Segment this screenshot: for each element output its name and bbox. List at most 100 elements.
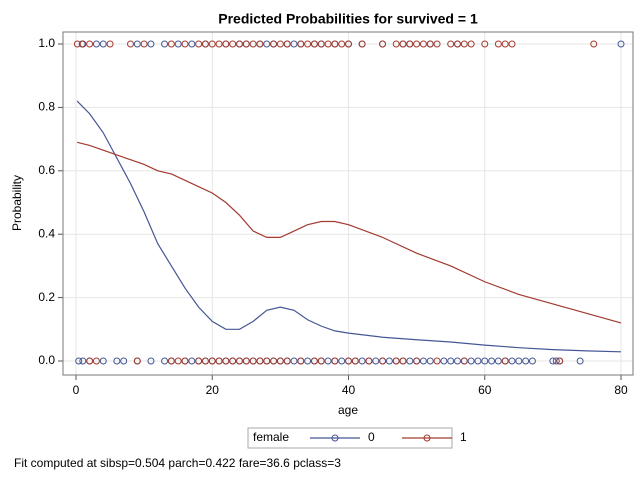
observed-point (399, 357, 407, 365)
x-tick-label: 40 (342, 383, 356, 397)
legend-marker (423, 434, 431, 442)
observed-point (345, 357, 352, 365)
observed-point (290, 357, 298, 365)
y-tick-label: 0.0 (38, 353, 55, 367)
observed-point (242, 357, 250, 365)
observed-point (481, 357, 489, 365)
legend-label: 1 (460, 430, 467, 444)
observed-point (215, 357, 223, 365)
observed-point (270, 40, 278, 48)
observed-point (379, 357, 387, 365)
fit-line (76, 100, 622, 353)
chart-title: Predicted Probabilities for survived = 1 (218, 11, 478, 27)
x-tick-label: 20 (206, 383, 220, 397)
observed-point (419, 357, 427, 365)
observed-point (372, 357, 380, 365)
observed-point (447, 40, 455, 48)
observed-point (263, 357, 271, 365)
observed-point (167, 40, 175, 48)
y-tick-label: 0.8 (38, 100, 55, 114)
y-tick-label: 0.4 (38, 226, 55, 240)
observed-point (365, 357, 373, 365)
observed-point (174, 357, 182, 365)
observed-point (201, 40, 209, 48)
observed-point (79, 357, 87, 365)
observed-point (297, 40, 305, 48)
observed-point (406, 40, 414, 48)
observed-point (488, 357, 496, 365)
legend-title: female (253, 430, 289, 444)
observed-point (406, 357, 414, 365)
x-tick-label: 80 (614, 383, 628, 397)
observed-point (290, 40, 298, 48)
observed-point (522, 357, 530, 365)
observed-point (419, 40, 427, 48)
observed-point (256, 357, 264, 365)
y-tick-label: 0.6 (38, 163, 55, 177)
observed-point (195, 40, 203, 48)
observed-point (467, 357, 475, 365)
observed-point (140, 40, 148, 48)
observed-point (161, 40, 169, 48)
observed-point (92, 40, 100, 48)
observed-point (263, 40, 271, 48)
observed-point (324, 357, 332, 365)
observed-point (494, 40, 502, 48)
observed-point (501, 357, 509, 365)
observed-point (79, 40, 87, 48)
observed-point (188, 40, 196, 48)
observed-point (494, 357, 502, 365)
observed-point (297, 357, 305, 365)
observed-point (283, 40, 291, 48)
observed-point (552, 357, 560, 365)
observed-point (106, 40, 114, 48)
observed-point (86, 357, 94, 365)
observed-point (147, 40, 155, 48)
observed-point (304, 357, 312, 365)
observed-point (92, 357, 100, 365)
y-axis-label: Probability (10, 175, 24, 231)
observed-point (501, 40, 509, 48)
legend-marker (331, 434, 339, 442)
observed-point (426, 40, 434, 48)
observed-point (467, 40, 475, 48)
observed-point (454, 40, 461, 48)
observed-point (556, 357, 564, 365)
observed-point (181, 40, 189, 48)
observed-point (358, 40, 366, 48)
observed-point (617, 40, 625, 48)
observed-point (399, 40, 407, 48)
observed-point (283, 357, 291, 365)
observed-point (215, 40, 223, 48)
observed-point (481, 40, 489, 48)
observed-point (167, 357, 175, 365)
observed-point (99, 40, 107, 48)
observed-point (474, 357, 482, 365)
observed-point (385, 357, 393, 365)
observed-point (413, 40, 421, 48)
observed-point (310, 357, 318, 365)
observed-point (413, 357, 421, 365)
observed-point (75, 357, 83, 365)
observed-point (120, 357, 128, 365)
observed-point (174, 40, 182, 48)
observed-point (447, 357, 455, 365)
observed-point (379, 40, 387, 48)
observed-point (331, 40, 339, 48)
observed-point (270, 357, 278, 365)
plot-frame (62, 31, 634, 376)
observed-point (392, 357, 400, 365)
observed-point (338, 40, 346, 48)
observed-point (508, 357, 516, 365)
observed-point (201, 357, 209, 365)
observed-point (276, 357, 284, 365)
observed-point (133, 40, 141, 48)
observed-point (508, 40, 516, 48)
observed-point (222, 357, 230, 365)
observed-point (426, 357, 434, 365)
observed-point (229, 357, 237, 365)
footnote: Fit computed at sibsp=0.504 parch=0.422 … (14, 456, 341, 470)
observed-point (358, 357, 366, 365)
